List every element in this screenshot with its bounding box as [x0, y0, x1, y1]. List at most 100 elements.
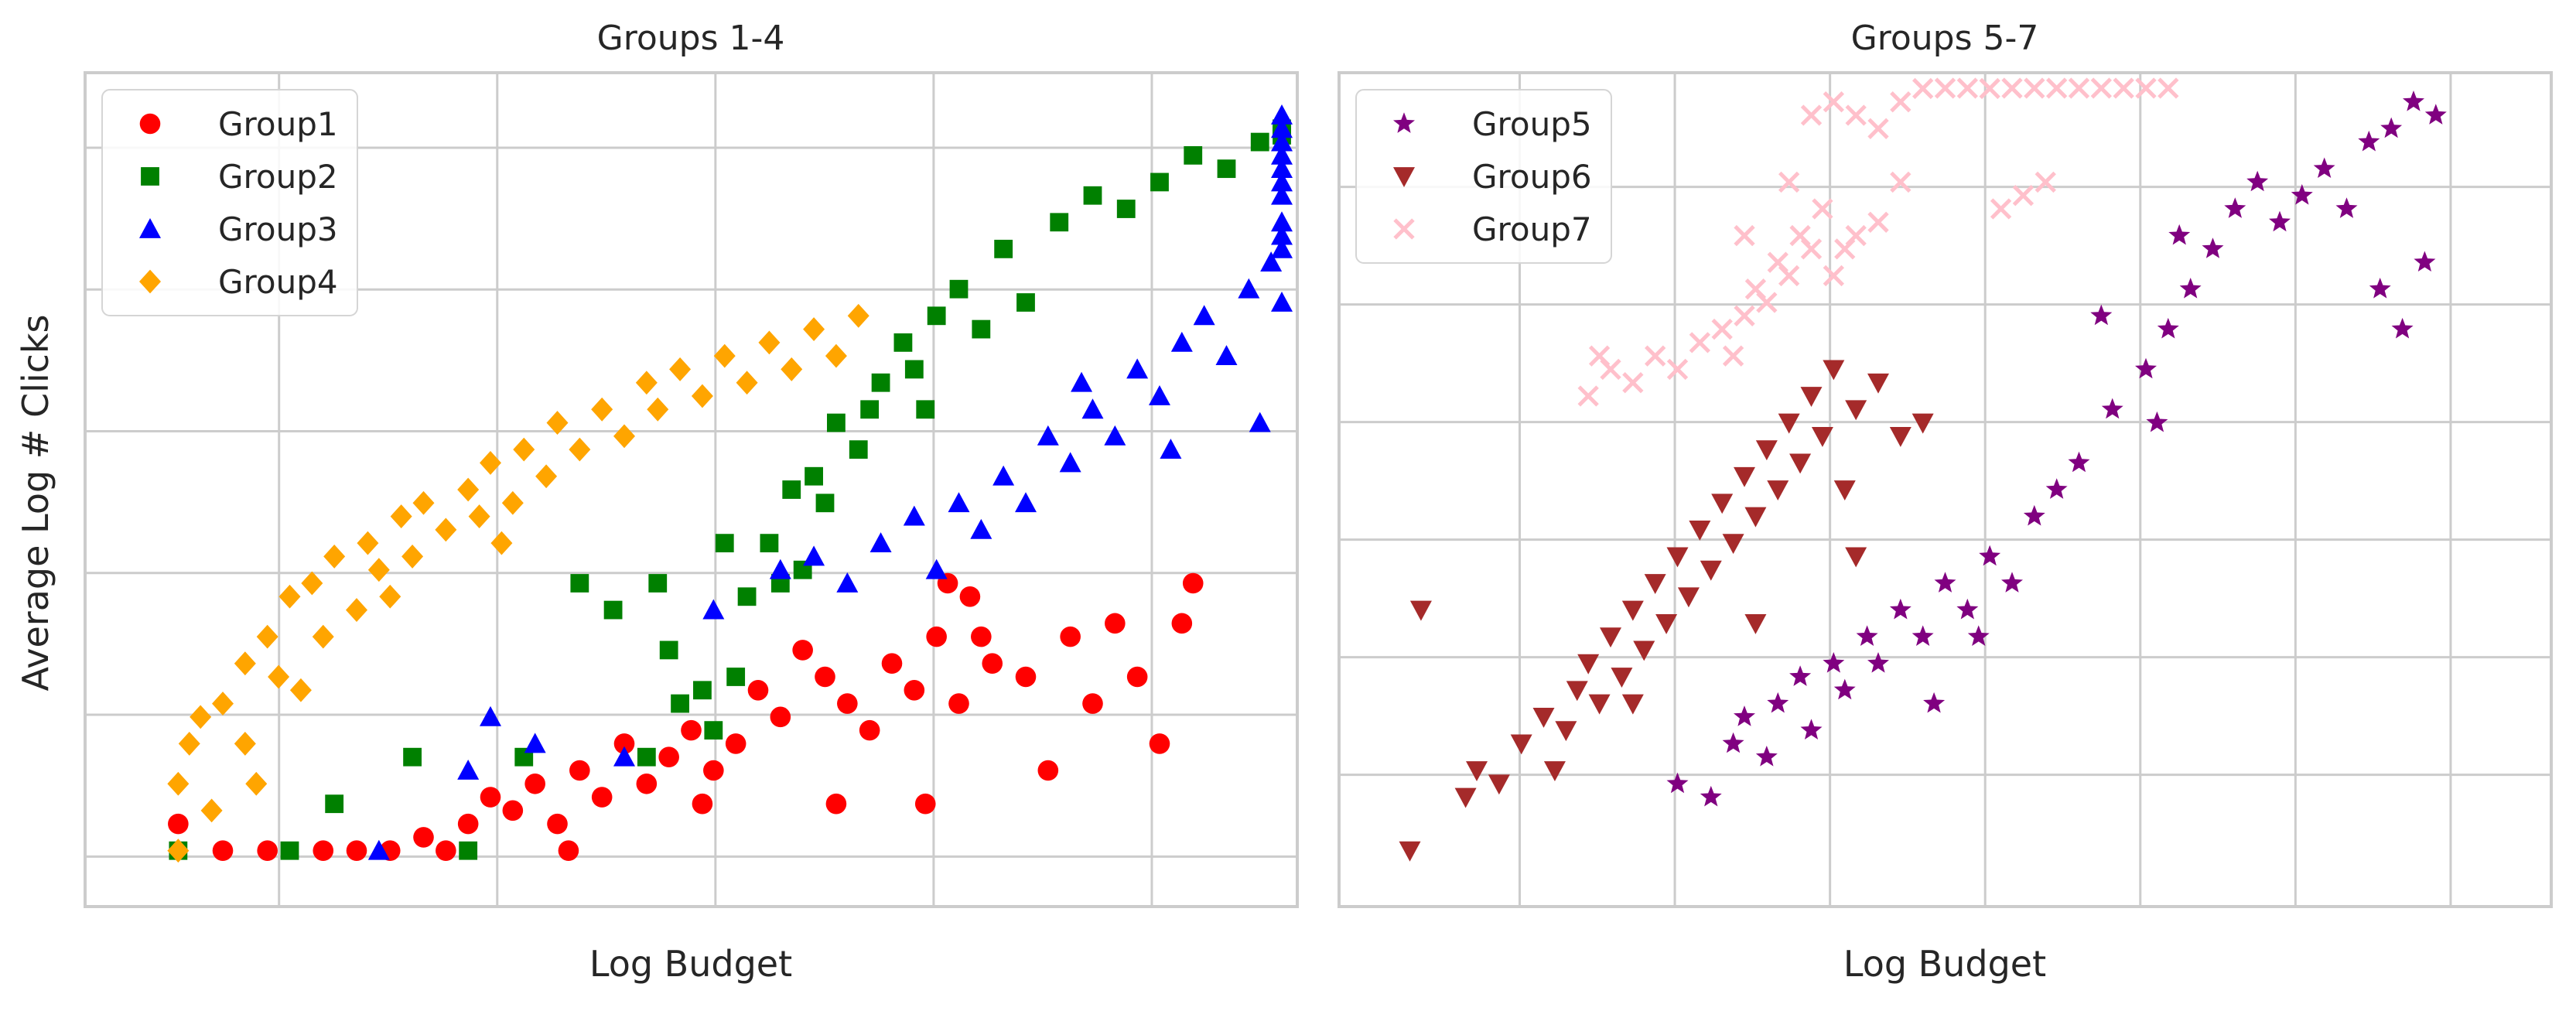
- scatter-point-group1: [971, 626, 992, 647]
- scatter-point-group4: [535, 464, 558, 489]
- scatter-point-group4: [256, 624, 278, 649]
- scatter-point-group3: [1081, 398, 1104, 419]
- scatter-point-group6: [1800, 387, 1823, 408]
- scatter-point-group1: [613, 733, 635, 754]
- scatter-point-group6: [1577, 654, 1600, 675]
- scatter-point-group2: [893, 333, 913, 352]
- legend-marker-group5: [1393, 112, 1415, 133]
- scatter-point-group5: [1833, 678, 1856, 700]
- scatter-point-group6: [1488, 774, 1510, 795]
- scatter-point-group5: [2414, 251, 2436, 272]
- scatter-point-group7: [2034, 171, 2056, 193]
- scatter-point-group6: [1711, 494, 1734, 514]
- scatter-point-group2: [671, 694, 689, 713]
- scatter-point-group1: [792, 640, 813, 661]
- scatter-point-group1: [1149, 733, 1170, 754]
- scatter-point-group2: [949, 279, 969, 299]
- scatter-point-group4: [758, 330, 781, 355]
- scatter-point-group1: [436, 840, 456, 861]
- figure-ylabel: Average Log # Clicks: [15, 314, 56, 691]
- legend-marker-group4: [139, 269, 161, 294]
- scatter-point-group5: [2157, 317, 2179, 339]
- scatter-point-group1: [825, 793, 847, 815]
- scatter-point-group1: [926, 626, 947, 647]
- scatter-point-group7: [1756, 292, 1778, 313]
- scatter-point-group4: [301, 571, 323, 596]
- scatter-point-group5: [2101, 398, 2123, 419]
- scatter-point-group7: [1711, 318, 1733, 340]
- scatter-point-group3: [1271, 237, 1293, 258]
- scatter-point-group6: [1600, 627, 1622, 648]
- chart-title-right: Groups 5-7: [1851, 19, 2039, 58]
- scatter-point-group3: [1014, 492, 1037, 513]
- scatter-point-group4: [278, 584, 301, 609]
- scatter-point-group5: [1800, 719, 1823, 739]
- scatter-point-group4: [635, 371, 658, 395]
- scatter-point-group4: [490, 531, 513, 555]
- scatter-point-group5: [1789, 665, 1812, 686]
- legend-right: Group5 Group6 Group7: [1355, 89, 1612, 264]
- scatter-point-group3: [1238, 278, 1260, 299]
- scatter-point-group4: [289, 678, 312, 702]
- scatter-point-group5: [2424, 104, 2447, 125]
- scatter-point-group1: [524, 773, 545, 794]
- scatter-point-group6: [1767, 480, 1789, 500]
- scatter-point-group3: [1249, 412, 1271, 432]
- scatter-point-group5: [2335, 197, 2358, 218]
- scatter-point-group6: [1543, 761, 1566, 781]
- scatter-point-group7: [2068, 77, 2090, 99]
- scatter-point-group5: [2090, 304, 2113, 326]
- scatter-point-group1: [313, 840, 334, 861]
- chart-title-left: Groups 1-4: [597, 19, 785, 58]
- scatter-point-group7: [1722, 345, 1744, 367]
- scatter-point-group1: [547, 813, 568, 835]
- scatter-point-group6: [1399, 841, 1421, 862]
- scatter-point-group4: [713, 343, 736, 368]
- scatter-point-group6: [1466, 761, 1488, 781]
- scatter-point-group4: [178, 732, 200, 756]
- scatter-point-group7: [1845, 224, 1867, 247]
- scatter-point-group2: [1150, 172, 1169, 192]
- scatter-point-group5: [2001, 572, 2023, 593]
- scatter-point-group6: [1912, 413, 1934, 434]
- scatter-point-group7: [1823, 265, 1845, 287]
- scatter-point-group4: [501, 490, 524, 515]
- legend-label-group1: Group1: [218, 105, 338, 143]
- scatter-point-group7: [1666, 358, 1689, 381]
- scatter-point-group3: [1126, 358, 1149, 379]
- scatter-point-group1: [1015, 666, 1037, 688]
- scatter-point-group5: [2313, 157, 2335, 178]
- scatter-point-group6: [1655, 613, 1678, 634]
- scatter-point-group7: [1912, 77, 1934, 100]
- scatter-point-group6: [1409, 600, 1432, 621]
- marks-right: [1399, 77, 2447, 862]
- scatter-point-group7: [1823, 91, 1845, 113]
- scatter-point-group5: [2202, 237, 2224, 258]
- scatter-point-group3: [367, 839, 390, 860]
- scatter-point-group4: [167, 771, 190, 796]
- scatter-point-group3: [769, 558, 791, 579]
- scatter-point-group4: [268, 664, 290, 689]
- scatter-point-group6: [1833, 480, 1856, 500]
- chart-panel-right: Groups 5-7 Log Budget Group5 Group6 Group7: [1338, 19, 2553, 985]
- scatter-point-group7: [1934, 77, 1956, 99]
- scatter-point-group5: [2358, 130, 2380, 152]
- scatter-point-group2: [1083, 186, 1102, 205]
- scatter-point-group4: [212, 692, 234, 716]
- scatter-point-group5: [2380, 117, 2403, 138]
- scatter-point-group5: [2291, 184, 2313, 205]
- scatter-point-group2: [1116, 200, 1136, 218]
- chart-panel-left: Groups 1-4 Log Budget Group1 Group2 Group3…: [84, 19, 1299, 985]
- scatter-point-group7: [1867, 118, 1889, 139]
- scatter-point-group4: [825, 343, 847, 368]
- scatter-point-group4: [468, 504, 490, 528]
- scatter-point-group7: [1734, 305, 1755, 326]
- scatter-point-group5: [2146, 411, 2168, 432]
- scatter-point-group2: [403, 747, 422, 767]
- scatter-point-group2: [648, 574, 668, 593]
- scatter-point-group6: [1555, 721, 1577, 742]
- legend-box: [101, 89, 358, 316]
- legend-marker-group7: [1393, 218, 1415, 240]
- scatter-point-group4: [346, 598, 368, 622]
- scatter-point-group7: [1979, 77, 2000, 100]
